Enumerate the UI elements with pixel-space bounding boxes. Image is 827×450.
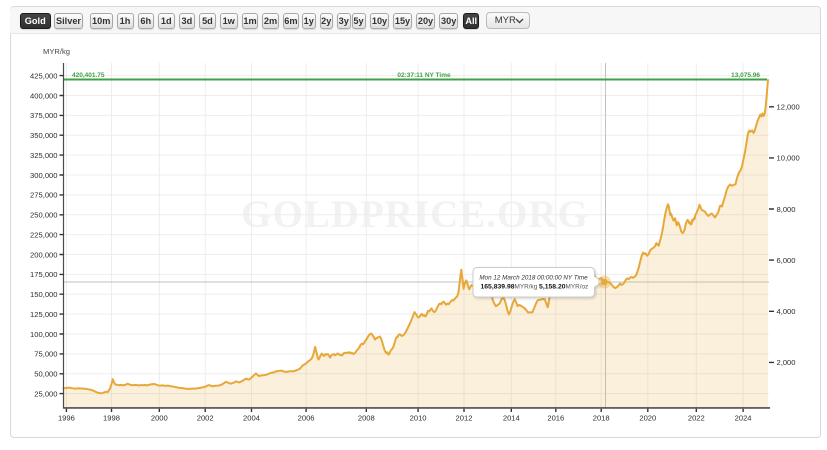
svg-text:6,000: 6,000 xyxy=(777,256,796,265)
svg-text:8,000: 8,000 xyxy=(777,205,796,214)
svg-text:300,000: 300,000 xyxy=(30,171,57,180)
svg-text:400,000: 400,000 xyxy=(30,91,57,100)
svg-text:MYR/kg: MYR/kg xyxy=(43,47,70,56)
svg-text:275,000: 275,000 xyxy=(30,191,57,200)
svg-text:2014: 2014 xyxy=(503,414,520,423)
svg-text:Mon 12 March 2018 00:00:00 NY: Mon 12 March 2018 00:00:00 NY Time xyxy=(479,275,588,282)
svg-text:325,000: 325,000 xyxy=(30,151,57,160)
svg-text:200,000: 200,000 xyxy=(30,250,57,259)
svg-text:2010: 2010 xyxy=(410,414,427,423)
svg-text:350,000: 350,000 xyxy=(30,131,57,140)
svg-text:420,401.75: 420,401.75 xyxy=(72,72,105,79)
svg-text:165,839.98MYR/kg 5,158.20MYR/o: 165,839.98MYR/kg 5,158.20MYR/oz xyxy=(481,283,589,290)
svg-text:2022: 2022 xyxy=(688,414,705,423)
svg-text:2020: 2020 xyxy=(639,414,656,423)
svg-text:13,075.96: 13,075.96 xyxy=(731,72,760,79)
svg-text:12,000: 12,000 xyxy=(777,103,800,112)
svg-text:225,000: 225,000 xyxy=(30,230,57,239)
svg-text:2018: 2018 xyxy=(593,414,610,423)
svg-text:2000: 2000 xyxy=(151,414,168,423)
svg-text:2016: 2016 xyxy=(547,414,564,423)
svg-text:75,000: 75,000 xyxy=(34,350,57,359)
svg-text:2004: 2004 xyxy=(243,414,260,423)
svg-text:4,000: 4,000 xyxy=(777,307,796,316)
svg-text:10,000: 10,000 xyxy=(777,154,800,163)
svg-text:250,000: 250,000 xyxy=(30,211,57,220)
svg-text:425,000: 425,000 xyxy=(30,71,57,80)
svg-text:1998: 1998 xyxy=(103,414,120,423)
svg-text:375,000: 375,000 xyxy=(30,111,57,120)
svg-text:1996: 1996 xyxy=(58,414,75,423)
svg-text:150,000: 150,000 xyxy=(30,290,57,299)
svg-text:2,000: 2,000 xyxy=(777,358,796,367)
svg-text:02:37:11 NY Time: 02:37:11 NY Time xyxy=(397,72,451,79)
svg-text:100,000: 100,000 xyxy=(30,330,57,339)
svg-text:2012: 2012 xyxy=(456,414,473,423)
svg-text:2002: 2002 xyxy=(197,414,214,423)
svg-text:2008: 2008 xyxy=(358,414,375,423)
svg-text:50,000: 50,000 xyxy=(34,370,57,379)
svg-text:125,000: 125,000 xyxy=(30,310,57,319)
svg-text:175,000: 175,000 xyxy=(30,270,57,279)
svg-text:2024: 2024 xyxy=(735,414,752,423)
svg-text:2006: 2006 xyxy=(298,414,315,423)
svg-text:25,000: 25,000 xyxy=(34,389,57,398)
